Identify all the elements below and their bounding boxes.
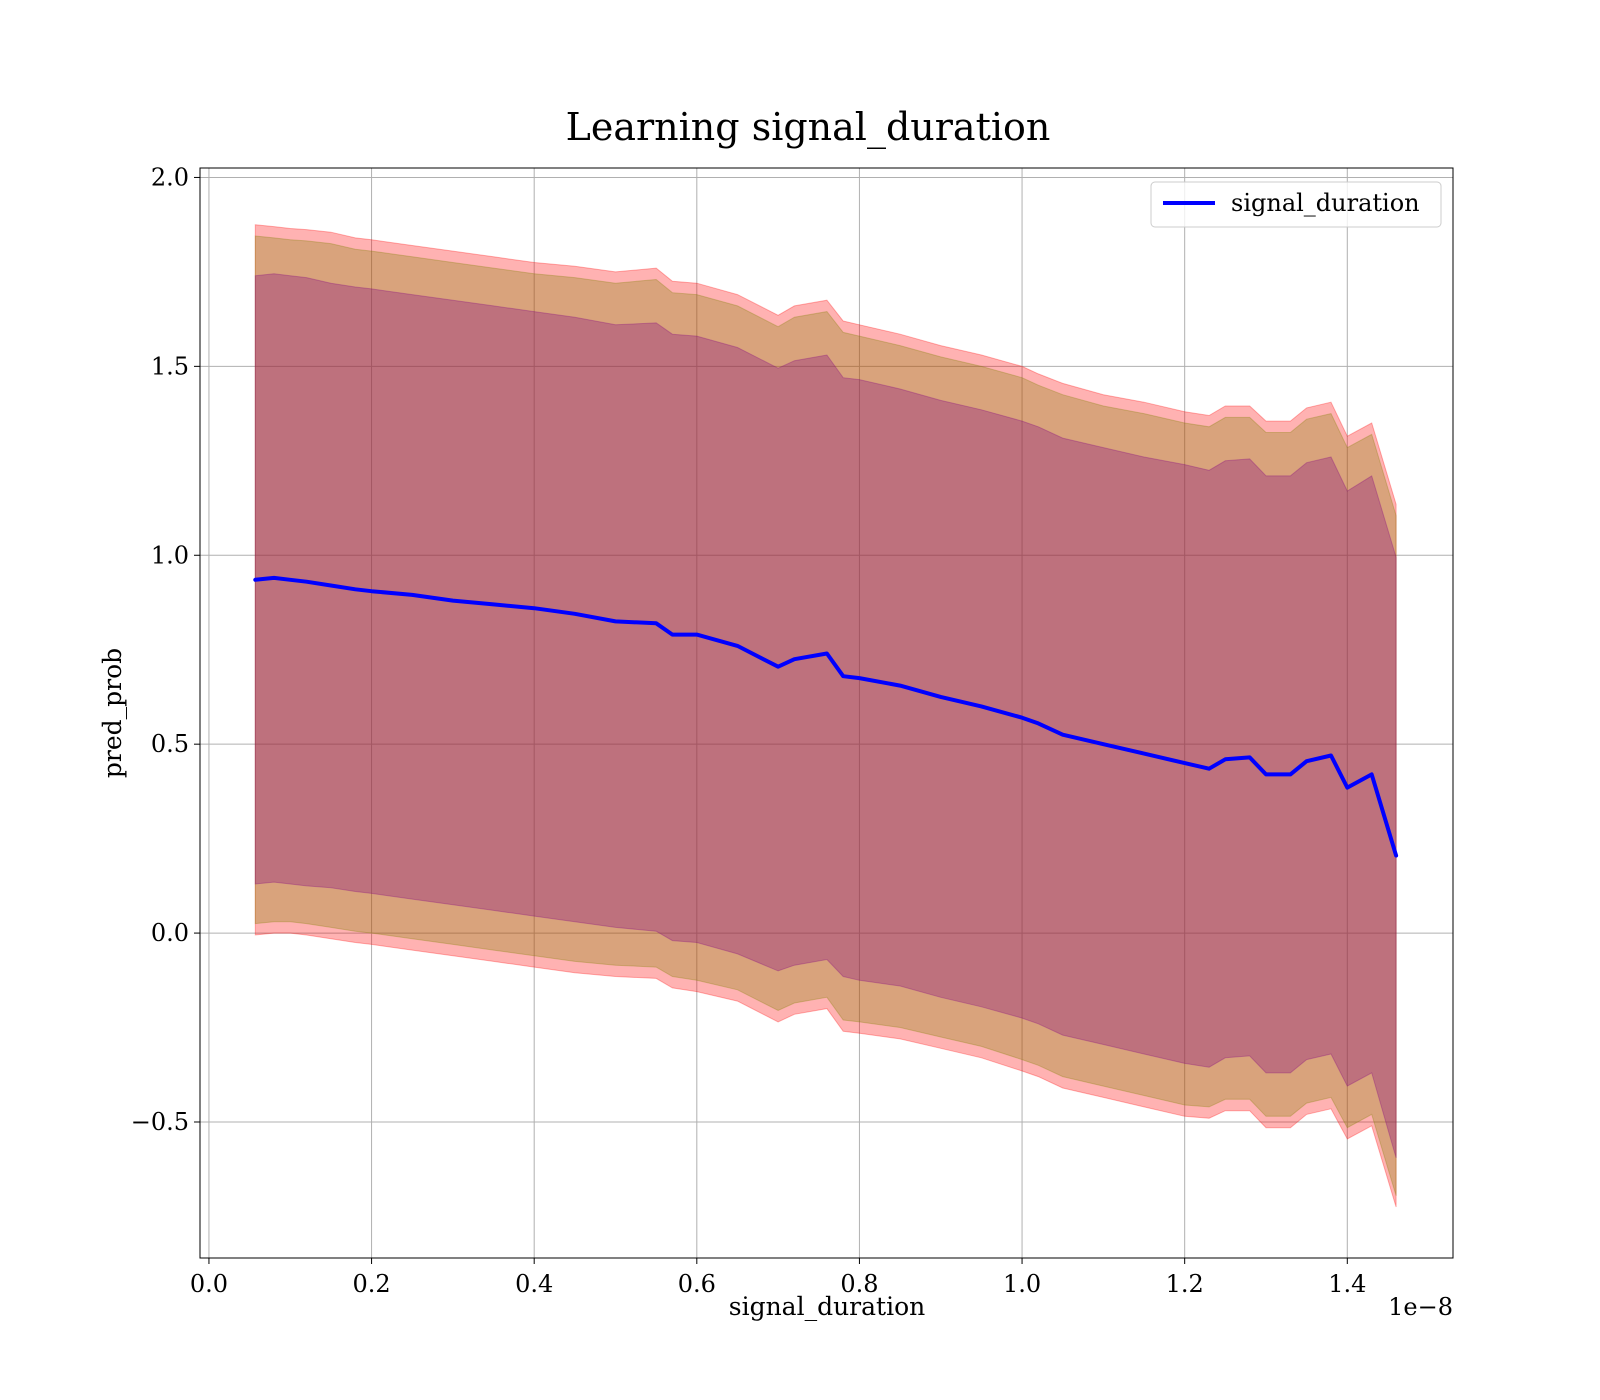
confidence-bands (254, 224, 1397, 1208)
x-tick-label: 0.0 (190, 1270, 228, 1298)
legend: signal_duration (1150, 181, 1442, 228)
confidence-band-1 (254, 235, 1397, 1196)
y-tick-label: 0.0 (151, 919, 189, 947)
series-lines (253, 575, 1399, 858)
series-line-0 (253, 575, 1399, 858)
x-tick-label: 0.8 (840, 1270, 878, 1298)
plot-background (200, 168, 1453, 1258)
y-tick-label: −0.5 (131, 1108, 189, 1136)
grid-layer (200, 168, 1453, 1258)
x-axis-offset-label: 1e−8 (1388, 1293, 1453, 1321)
y-axis-label: pred_prob (98, 648, 127, 778)
legend-label: signal_duration (1231, 189, 1420, 217)
confidence-band-0 (254, 224, 1397, 1208)
legend-box (1150, 181, 1442, 228)
y-tick-label: 2.0 (151, 163, 189, 191)
y-tick-label: 1.5 (151, 352, 189, 380)
chart-title: Learning signal_duration (566, 105, 1051, 150)
x-tick-label: 1.2 (1166, 1270, 1204, 1298)
x-tick-label: 1.4 (1328, 1270, 1366, 1298)
x-tick-label: 0.4 (515, 1270, 553, 1298)
x-tick-label: 0.6 (678, 1270, 716, 1298)
confidence-band-2 (254, 273, 1397, 1159)
y-tick-label: 1.0 (151, 541, 189, 569)
x-tick-label: 0.2 (352, 1270, 390, 1298)
y-tick-label: 0.5 (151, 730, 189, 758)
x-axis-label: signal_duration (729, 1292, 925, 1321)
plot-frame (199, 167, 1454, 1259)
x-tick-label: 1.0 (1003, 1270, 1041, 1298)
axis-ticks: 0.0 0.2 0.4 0.6 0.8 1.0 1.2 1.4 −0.5 0.0 0.5 1.0 1.5… (131, 163, 1367, 1298)
